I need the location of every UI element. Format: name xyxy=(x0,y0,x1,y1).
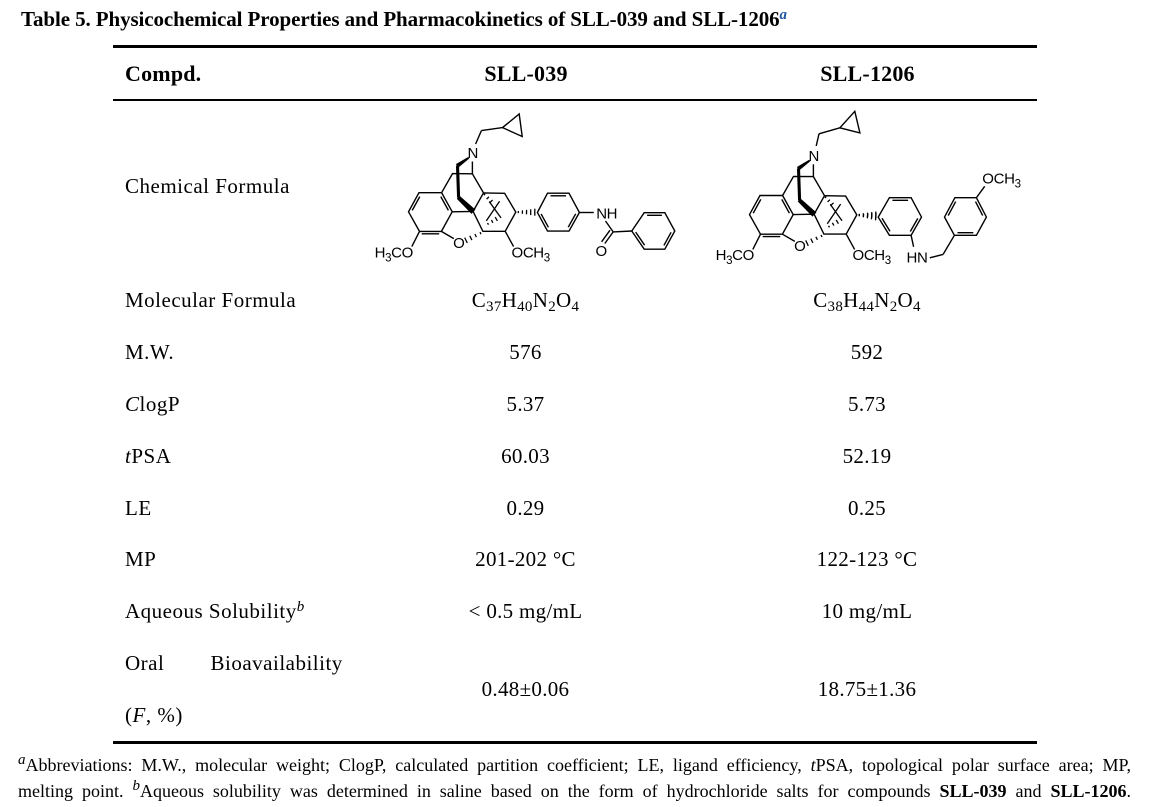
svg-text:HN: HN xyxy=(907,250,928,267)
svg-text:OCH3: OCH3 xyxy=(853,247,891,267)
svg-text:OCH3: OCH3 xyxy=(982,170,1020,190)
svg-text:N: N xyxy=(808,148,818,165)
svg-text:H3CO: H3CO xyxy=(716,247,754,267)
svg-text:N: N xyxy=(467,145,477,162)
svg-text:H3CO: H3CO xyxy=(375,244,413,264)
svg-text:O: O xyxy=(794,238,805,255)
svg-text:NH: NH xyxy=(596,205,617,222)
svg-text:O: O xyxy=(453,235,464,252)
svg-text:OCH3: OCH3 xyxy=(512,244,550,264)
svg-text:O: O xyxy=(596,243,607,260)
